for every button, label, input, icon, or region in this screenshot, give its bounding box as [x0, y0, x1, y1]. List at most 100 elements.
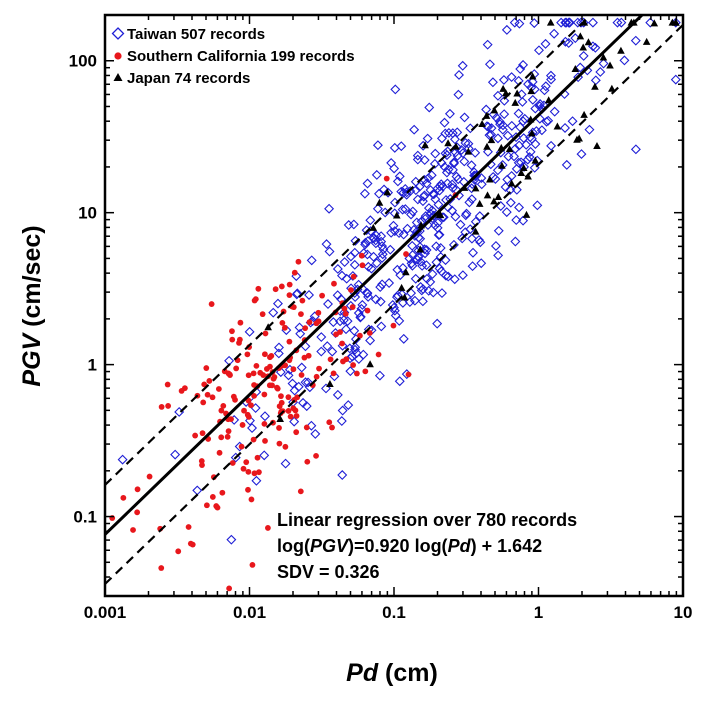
data-point-southern-california [251, 382, 257, 388]
regression-annotation: Linear regression over 780 records log(P… [277, 510, 577, 582]
data-point-southern-california [158, 404, 165, 410]
data-point-taiwan [321, 383, 331, 394]
data-point-southern-california [339, 340, 345, 347]
data-point-taiwan [260, 411, 270, 422]
data-point-taiwan [327, 346, 338, 357]
data-point-southern-california [229, 328, 235, 335]
data-point-taiwan [375, 282, 386, 293]
legend-item-taiwan: Taiwan 507 records [111, 26, 265, 43]
data-point-taiwan [350, 344, 360, 355]
data-point-taiwan [396, 141, 407, 152]
data-point-taiwan [358, 349, 369, 360]
data-point-taiwan [303, 377, 314, 388]
data-point-taiwan [386, 157, 397, 168]
data-point-japan [383, 188, 392, 196]
legend-label-japan: Japan 74 records [127, 70, 250, 87]
data-point-taiwan [498, 74, 509, 85]
data-point-taiwan [336, 416, 347, 427]
data-point-taiwan [584, 124, 595, 135]
data-point-taiwan [422, 133, 433, 144]
data-point-taiwan [575, 62, 586, 73]
data-point-taiwan [321, 239, 332, 250]
data-point-taiwan [539, 85, 550, 96]
y-tick-label: 100 [69, 52, 97, 71]
data-point-taiwan [407, 240, 418, 251]
data-point-taiwan [440, 270, 451, 281]
data-point-taiwan [421, 178, 432, 189]
data-point-southern-california [199, 430, 206, 437]
data-point-taiwan [310, 428, 321, 439]
data-point-taiwan [460, 138, 471, 148]
data-point-taiwan [370, 235, 381, 246]
data-point-taiwan [343, 400, 354, 411]
data-point-taiwan [292, 288, 303, 299]
data-point-southern-california [313, 452, 319, 459]
data-point-taiwan [518, 215, 529, 226]
data-point-southern-california [405, 371, 412, 378]
data-point-taiwan [459, 112, 470, 123]
data-point-southern-california [261, 391, 268, 398]
data-point-taiwan [268, 307, 279, 318]
data-point-southern-california [362, 368, 369, 375]
data-point-taiwan [481, 104, 492, 115]
data-point-japan [519, 164, 528, 172]
data-point-taiwan [386, 227, 397, 238]
data-point-taiwan [350, 342, 361, 353]
data-point-japan [490, 197, 498, 205]
data-point-southern-california [276, 425, 282, 431]
data-point-taiwan [546, 74, 557, 85]
data-point-taiwan [492, 165, 503, 176]
data-point-southern-california [315, 309, 322, 316]
data-point-southern-california [316, 365, 322, 372]
data-point-taiwan [449, 157, 460, 168]
data-point-taiwan [540, 81, 551, 92]
data-point-southern-california [218, 434, 225, 441]
data-point-taiwan [343, 220, 354, 230]
data-point-taiwan [502, 174, 513, 185]
data-point-taiwan [534, 101, 545, 112]
data-point-southern-california [220, 402, 227, 409]
data-point-taiwan [345, 366, 356, 377]
data-point-japan [402, 268, 410, 276]
data-point-southern-california [254, 454, 261, 461]
data-point-southern-california [261, 351, 268, 358]
data-point-taiwan [404, 297, 415, 308]
data-point-southern-california [130, 527, 136, 533]
data-point-taiwan [355, 311, 366, 322]
data-point-taiwan [543, 115, 554, 126]
data-point-taiwan [322, 341, 333, 352]
data-point-japan [650, 19, 659, 27]
data-point-taiwan [497, 124, 508, 135]
legend-label-southern-california: Southern California 199 records [127, 48, 355, 65]
data-point-taiwan [517, 96, 528, 107]
data-point-southern-california [350, 273, 357, 280]
data-point-taiwan [192, 485, 203, 496]
data-point-taiwan [567, 116, 578, 127]
legend-label-taiwan: Taiwan 507 records [127, 26, 265, 43]
legend-marker-southern-california [114, 52, 122, 60]
data-point-southern-california [348, 287, 354, 293]
data-point-taiwan [476, 258, 487, 269]
data-point-taiwan [341, 324, 351, 335]
data-point-southern-california [134, 486, 141, 493]
data-point-taiwan [394, 171, 405, 182]
data-point-japan [517, 169, 526, 177]
data-point-taiwan [416, 285, 427, 296]
data-point-taiwan [501, 24, 512, 35]
data-point-taiwan [499, 109, 510, 120]
data-point-taiwan [365, 215, 376, 226]
data-point-southern-california [255, 285, 262, 292]
data-point-taiwan [564, 17, 575, 28]
data-point-japan [326, 380, 334, 388]
data-point-taiwan [427, 269, 438, 280]
data-point-taiwan [400, 183, 411, 194]
data-point-taiwan [295, 328, 306, 339]
data-point-southern-california [245, 468, 252, 475]
data-point-taiwan [394, 376, 405, 387]
data-point-taiwan [402, 223, 413, 234]
data-point-taiwan [540, 38, 551, 49]
data-point-taiwan [377, 249, 388, 260]
data-point-taiwan [419, 244, 430, 255]
data-point-southern-california [342, 310, 349, 317]
